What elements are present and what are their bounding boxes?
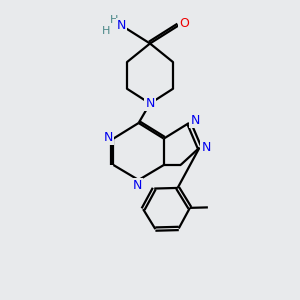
Text: N: N xyxy=(103,130,113,144)
Text: N: N xyxy=(132,179,142,192)
Text: N: N xyxy=(145,97,155,110)
Text: N: N xyxy=(117,19,126,32)
Text: N: N xyxy=(201,141,211,154)
Text: H: H xyxy=(110,15,118,25)
Text: N: N xyxy=(190,113,200,127)
Text: O: O xyxy=(179,17,189,31)
Text: H: H xyxy=(102,26,111,36)
